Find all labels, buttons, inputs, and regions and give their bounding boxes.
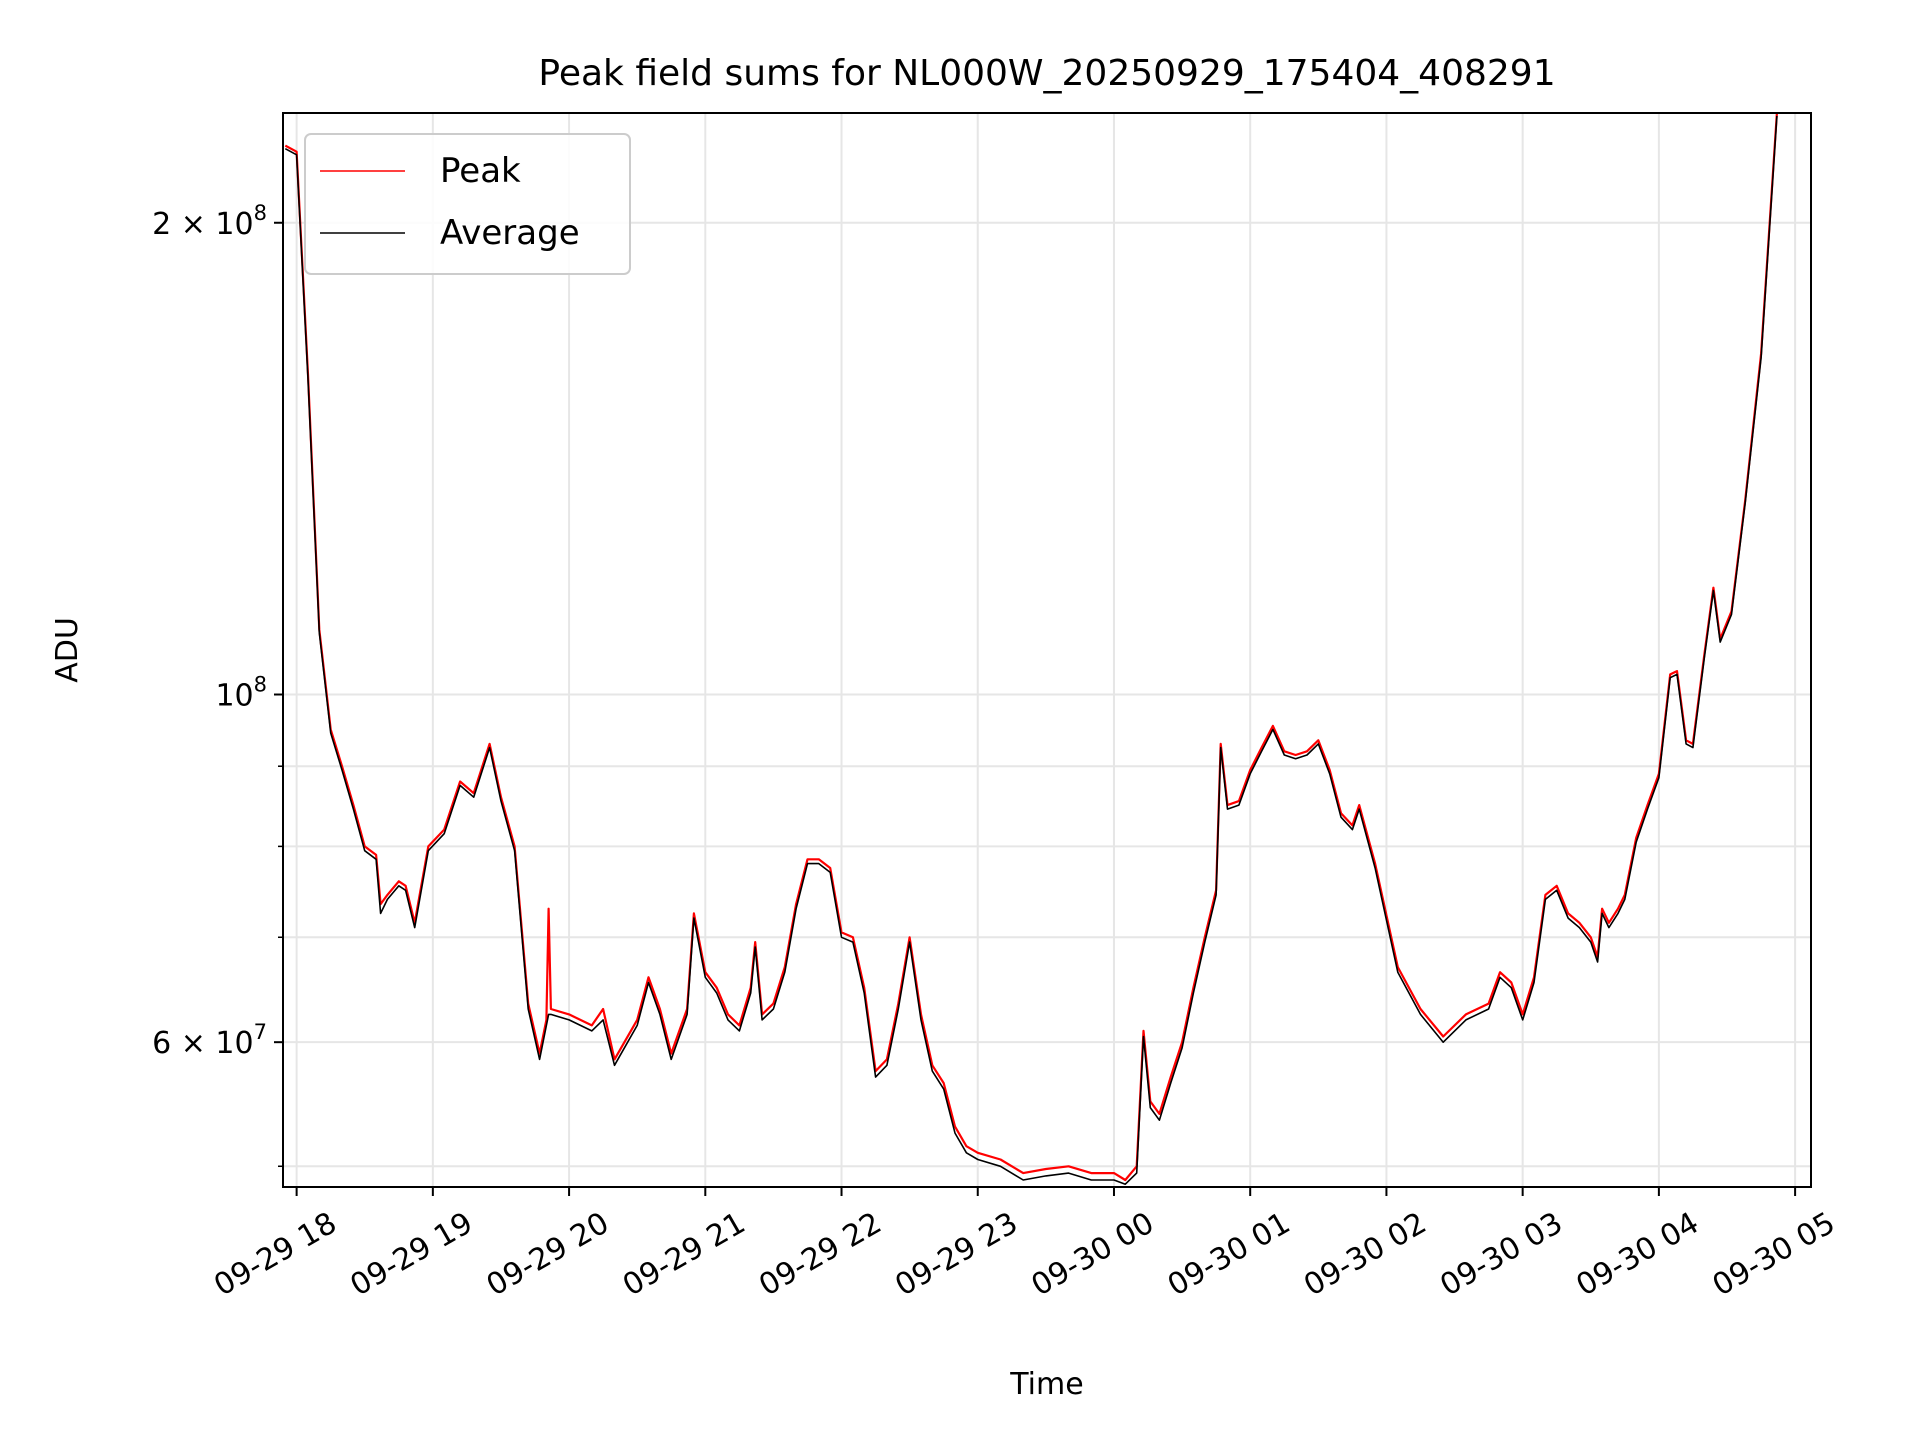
plot-frame xyxy=(282,112,1812,1188)
y-axis: 2 × 108 108 6 × 107 xyxy=(152,201,283,1168)
y-tick-label: 6 × 107 xyxy=(152,1020,267,1061)
legend-label: Peak xyxy=(440,151,521,191)
y-tick-label: 2 × 108 xyxy=(152,201,267,242)
legend: Peak Average xyxy=(304,133,631,275)
y-axis-label: ADU xyxy=(50,617,85,683)
x-axis-label: Time xyxy=(1009,1367,1083,1402)
plot-area xyxy=(284,113,1778,1185)
y-tick-label: 108 xyxy=(215,673,267,714)
legend-label: Average xyxy=(440,213,580,253)
legend-box xyxy=(304,133,631,275)
series-line-average xyxy=(284,115,1778,1185)
grid-layer xyxy=(283,113,1811,1187)
chart-title: Peak field sums for NL000W_20250929_1754… xyxy=(538,53,1555,94)
